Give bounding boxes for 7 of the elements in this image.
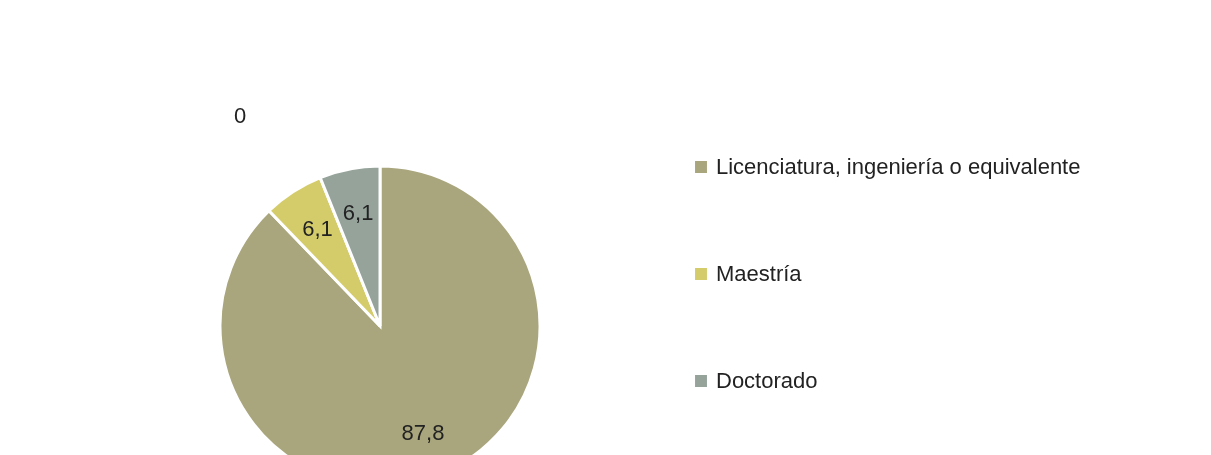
data-label: 6,1 bbox=[302, 216, 333, 242]
data-label: 6,1 bbox=[342, 200, 374, 226]
legend-label: Maestría bbox=[716, 261, 803, 286]
legend-label: Licenciatura, ingeniería o equivalente bbox=[716, 154, 1081, 179]
legend-label: Doctorado bbox=[716, 368, 818, 393]
data-label: 87,8 bbox=[401, 419, 445, 445]
text: 0 bbox=[233, 103, 247, 128]
